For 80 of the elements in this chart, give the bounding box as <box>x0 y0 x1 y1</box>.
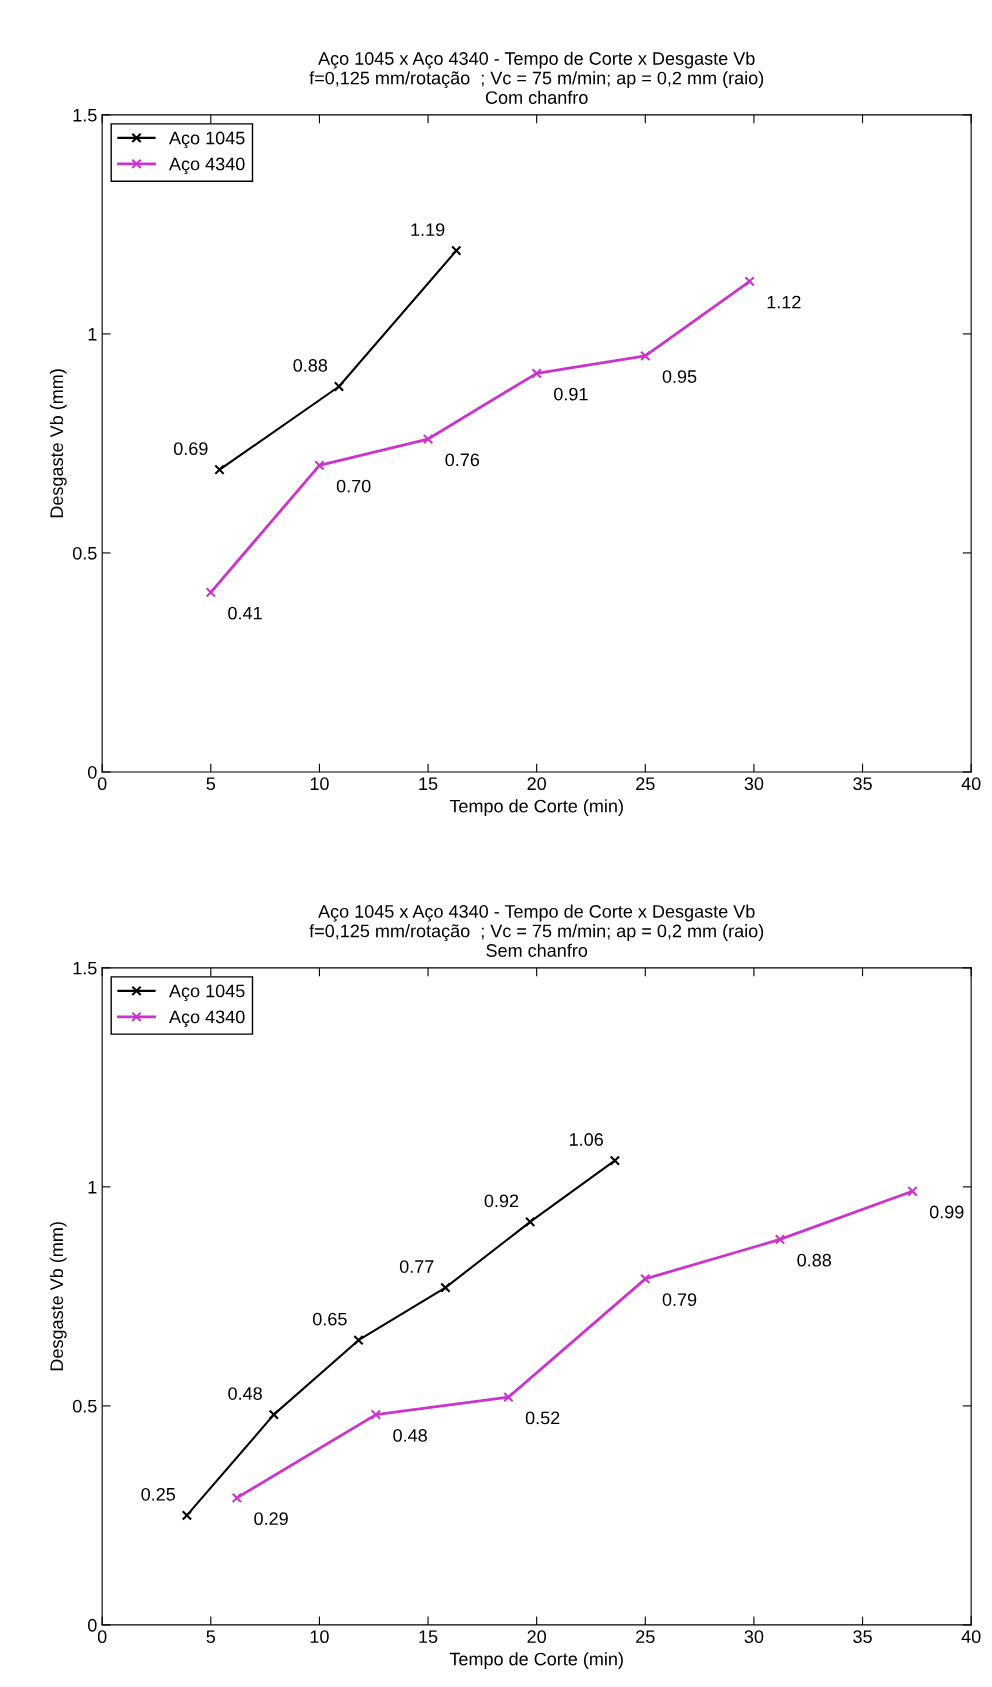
x-tick-label: 40 <box>961 777 981 791</box>
data-label: 0.41 <box>228 606 262 620</box>
legend-label: Aço 1045 <box>169 131 245 149</box>
data-label: 0.88 <box>293 359 328 372</box>
x-axis-title: Tempo de Corte (min) <box>449 1652 623 1669</box>
point <box>907 1186 918 1197</box>
chart-title: Aço 1045 x Aço 4340 - Tempo de Corte x Desgaste Vb f=0,125 mm/rotação ; Vc = 75 m/min; ap = 0,2 mm (raio) <box>309 51 764 89</box>
data-label: 0.88 <box>797 1253 832 1267</box>
x-axis-title: Tempo de Corte (min) <box>449 799 623 817</box>
point <box>524 1216 536 1228</box>
data-label: 0.92 <box>484 1194 519 1208</box>
data-label: 0.99 <box>929 1205 964 1219</box>
data-label: 0.69 <box>173 442 208 456</box>
chart-subtitle: Sem chanfro <box>486 943 588 957</box>
data-label: 0.65 <box>312 1312 347 1326</box>
point <box>314 460 325 471</box>
point <box>268 1409 280 1420</box>
point <box>353 1334 364 1346</box>
y-tick-label: 0 <box>87 1618 97 1632</box>
point <box>205 587 217 598</box>
x-tick-label: 25 <box>636 777 655 791</box>
x-tick-label: 10 <box>310 1630 329 1644</box>
data-label: 0.70 <box>336 479 371 493</box>
point <box>451 245 462 256</box>
point <box>333 381 345 392</box>
point <box>640 350 651 362</box>
x-tick-label: 10 <box>310 777 329 791</box>
x-tick-label: 15 <box>419 1630 438 1644</box>
y-tick-label: 1.5 <box>73 961 97 975</box>
y-tick-label: 0.5 <box>72 546 97 560</box>
data-label: 0.79 <box>662 1293 697 1306</box>
y-tick-label: 1 <box>88 328 97 341</box>
data-label: 0.77 <box>399 1260 434 1273</box>
data-label: 0.76 <box>445 453 480 467</box>
point <box>214 464 225 475</box>
data-label: 0.25 <box>141 1487 176 1501</box>
y-tick-label: 0 <box>87 765 97 779</box>
legend-label: Aço 4340 <box>169 157 245 174</box>
x-tick-label: 25 <box>636 1630 655 1644</box>
point <box>744 276 755 287</box>
data-label: 1.12 <box>767 295 801 309</box>
data-label: 0.91 <box>554 387 588 401</box>
x-tick-label: 35 <box>853 777 872 791</box>
x-tick-label: 30 <box>744 777 764 791</box>
data-label: 0.95 <box>662 370 697 383</box>
point <box>422 433 434 445</box>
x-tick-label: 5 <box>206 1630 216 1644</box>
x-tick-label: 15 <box>419 777 438 791</box>
data-label: 0.48 <box>393 1429 427 1442</box>
y-tick-label: 0.5 <box>72 1399 97 1413</box>
chart-subtitle: Com chanfro <box>485 90 588 104</box>
x-tick-label: 0 <box>97 777 107 791</box>
point <box>181 1510 193 1521</box>
x-tick-label: 35 <box>853 1630 872 1644</box>
legend-label: Aço 4340 <box>169 1010 245 1027</box>
data-label: 0.29 <box>254 1512 288 1526</box>
point <box>503 1391 514 1403</box>
data-label: 1.06 <box>570 1133 603 1146</box>
y-tick-label: 1 <box>88 1180 97 1194</box>
point <box>231 1492 243 1504</box>
y-axis-title: Desgaste Vb (mm) <box>49 369 67 518</box>
point <box>609 1155 621 1166</box>
x-tick-label: 20 <box>527 777 547 791</box>
chart-title: Aço 1045 x Aço 4340 - Tempo de Corte x Desgaste Vb f=0,125 mm/rotação ; Vc = 75 m/min; ap = 0,2 mm (raio) <box>309 904 764 942</box>
point <box>774 1234 786 1245</box>
y-tick-label: 1.5 <box>73 109 97 122</box>
data-label: 0.48 <box>228 1387 262 1400</box>
legend-label: Aço 1045 <box>169 984 245 1001</box>
x-tick-label: 5 <box>206 777 216 791</box>
data-label: 0.52 <box>525 1411 560 1425</box>
point <box>531 368 542 379</box>
x-tick-label: 20 <box>527 1630 547 1644</box>
point <box>370 1409 382 1420</box>
x-tick-label: 40 <box>961 1630 981 1644</box>
y-axis-title: Desgaste Vb (mm) <box>49 1222 67 1371</box>
point <box>640 1273 651 1285</box>
x-tick-label: 0 <box>97 1630 107 1644</box>
data-label: 1.19 <box>411 223 445 236</box>
point <box>440 1282 451 1293</box>
x-tick-label: 30 <box>744 1630 764 1644</box>
